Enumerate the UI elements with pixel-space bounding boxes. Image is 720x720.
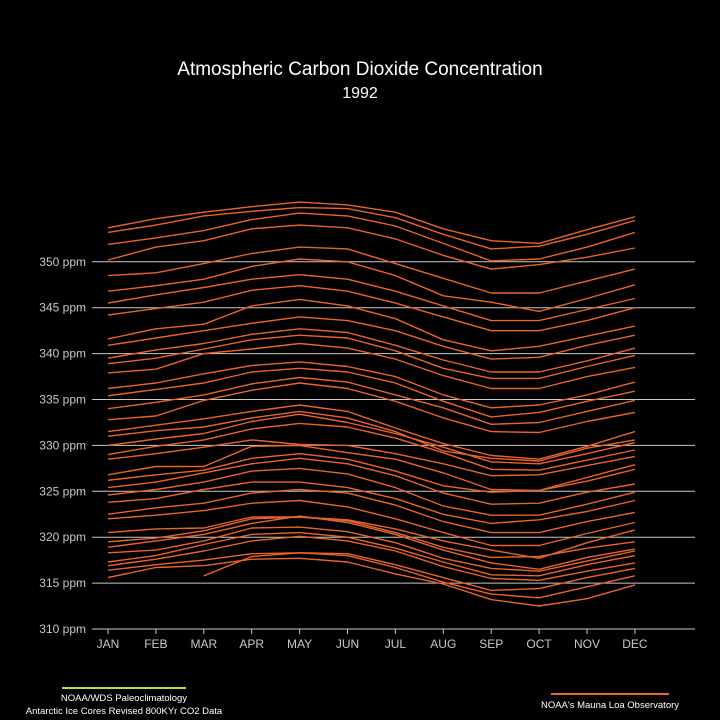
- x-tick-label: DEC: [622, 637, 648, 651]
- series-line: [107, 298, 636, 352]
- series-line: [107, 342, 636, 390]
- y-tick-label: 335 ppm: [39, 393, 86, 407]
- series-line: [107, 444, 636, 492]
- y-tick-label: 310 ppm: [39, 622, 86, 636]
- x-tick-label: OCT: [526, 637, 552, 651]
- x-tick-label: NOV: [574, 637, 600, 651]
- series-line: [107, 224, 636, 270]
- legend-label-mauna-loa: NOAA's Mauna Loa Observatory: [541, 700, 679, 711]
- series-line: [107, 404, 636, 460]
- series-line: [107, 557, 636, 607]
- x-axis-ticks: JAN FEB MAR APR MAY JUN JUL AUG SEP OCT NOV DEC: [97, 629, 648, 651]
- series-line: [107, 516, 636, 559]
- series-line: [107, 382, 636, 434]
- chart-title: Atmospheric Carbon Dioxide Concentration: [177, 59, 542, 80]
- series-line: [107, 457, 636, 505]
- series-line: [107, 439, 636, 477]
- data-series: [107, 201, 636, 607]
- series-line: [107, 499, 636, 547]
- series-line: [107, 535, 636, 581]
- y-tick-label: 350 ppm: [39, 255, 86, 269]
- legend-paleoclimatology: NOAA/WDS Paleoclimatology Antarctic Ice …: [26, 687, 223, 717]
- series-line: [107, 316, 636, 360]
- series-line: [107, 258, 636, 313]
- x-tick-label: JUL: [385, 637, 407, 651]
- y-tick-label: 340 ppm: [39, 347, 86, 361]
- series-line: [107, 526, 636, 572]
- y-axis-ticks: 310 ppm 315 ppm 320 ppm 325 ppm 330 ppm 335 p…: [39, 255, 86, 636]
- y-tick-label: 325 ppm: [39, 484, 86, 498]
- x-tick-label: MAR: [190, 637, 217, 651]
- x-tick-label: FEB: [144, 637, 167, 651]
- series-line: [107, 274, 636, 322]
- y-tick-label: 345 ppm: [39, 301, 86, 315]
- series-line: [107, 515, 636, 570]
- y-tick-label: 315 ppm: [39, 576, 86, 590]
- series-line: [107, 212, 636, 262]
- series-line: [107, 531, 636, 577]
- series-line: [107, 246, 636, 294]
- legend-mauna-loa: NOAA's Mauna Loa Observatory: [541, 693, 679, 711]
- series-line: [107, 410, 636, 462]
- series-line: [107, 328, 636, 373]
- series-line: [107, 467, 636, 516]
- series-line: [107, 422, 636, 471]
- series-line: [107, 481, 636, 525]
- legend-label-ice-cores: Antarctic Ice Cores Revised 800KYr CO2 D…: [26, 706, 223, 717]
- series-line: [107, 201, 636, 245]
- x-tick-label: APR: [239, 637, 264, 651]
- series-line: [107, 334, 636, 380]
- x-tick-label: SEP: [479, 637, 503, 651]
- series-line: [107, 376, 636, 425]
- series-line: [107, 285, 636, 332]
- x-tick-label: MAY: [287, 637, 312, 651]
- y-tick-label: 320 ppm: [39, 530, 86, 544]
- chart-subtitle: 1992: [342, 85, 378, 102]
- series-line: [107, 367, 636, 418]
- series-line: [107, 361, 636, 409]
- x-tick-label: AUG: [430, 637, 456, 651]
- series-line: [203, 552, 636, 592]
- x-tick-label: JAN: [97, 637, 120, 651]
- series-line: [107, 413, 636, 465]
- x-tick-label: JUN: [336, 637, 359, 651]
- legend-label-paleoclimatology: NOAA/WDS Paleoclimatology: [61, 693, 187, 704]
- series-line: [107, 206, 636, 250]
- series-line: [107, 488, 636, 534]
- y-tick-label: 330 ppm: [39, 438, 86, 452]
- series-line: [107, 552, 636, 599]
